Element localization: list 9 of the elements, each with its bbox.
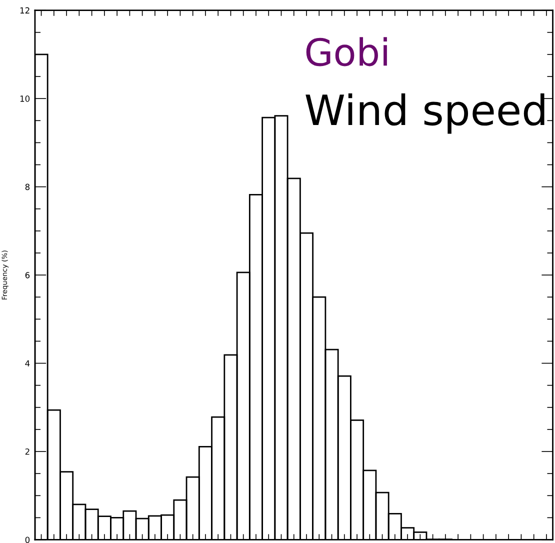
y-tick-label: 2 xyxy=(25,448,30,455)
y-tick-label: 0 xyxy=(25,536,30,543)
y-tick-label: 4 xyxy=(25,360,30,366)
text: Gobi xyxy=(306,37,387,66)
y-tick-label: 10 xyxy=(20,96,30,102)
y-tick-label: 8 xyxy=(25,184,30,190)
y-tick-label: 6 xyxy=(25,272,30,278)
text: Wind speed xyxy=(306,93,544,134)
y-tick-label: 12 xyxy=(20,7,30,14)
